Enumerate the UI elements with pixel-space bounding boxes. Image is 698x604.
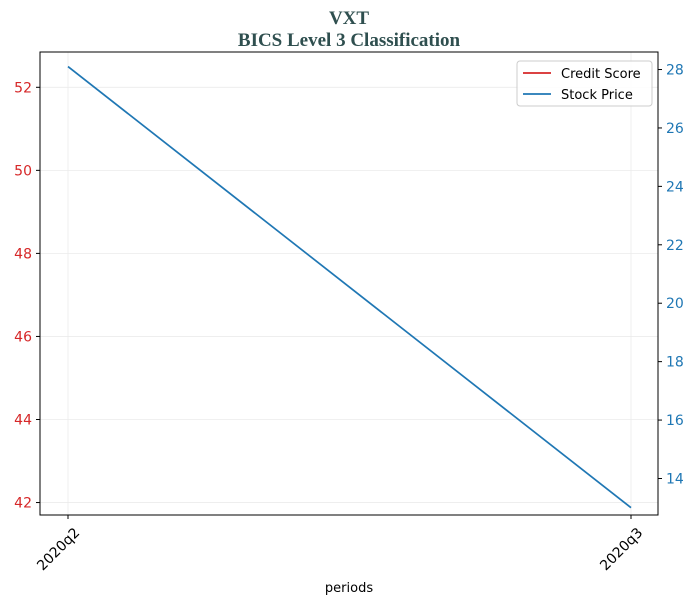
right-tick-label: 16 xyxy=(666,413,684,429)
grid xyxy=(40,52,658,515)
x-axis-label: periods xyxy=(325,581,373,596)
left-tick-label: 42 xyxy=(14,496,32,512)
plot-frame xyxy=(39,51,659,516)
right-axis: 14 16 18 20 22 24 26 28 xyxy=(658,63,684,487)
x-tick-label: 2020q2 xyxy=(34,525,83,574)
legend-label: Credit Score xyxy=(561,67,641,82)
series-layer xyxy=(67,65,632,509)
left-tick-label: 46 xyxy=(14,329,32,345)
left-tick-label: 50 xyxy=(14,163,32,179)
right-tick-label: 26 xyxy=(666,121,684,137)
right-tick-label: 28 xyxy=(666,63,684,79)
left-axis: 42 44 46 48 50 52 xyxy=(14,80,40,512)
legend: Credit Score Stock Price xyxy=(516,60,653,107)
chart-title: VXT xyxy=(329,8,369,29)
right-tick-label: 24 xyxy=(666,179,684,195)
chart-subtitle: BICS Level 3 Classification xyxy=(238,30,461,51)
left-tick-label: 52 xyxy=(14,80,32,96)
right-tick-label: 20 xyxy=(666,296,684,312)
series-line-1 xyxy=(67,65,632,509)
x-axis: 2020q2 2020q3 xyxy=(34,515,646,574)
right-tick-label: 22 xyxy=(666,238,684,254)
right-tick-label: 14 xyxy=(666,471,684,487)
legend-label: Stock Price xyxy=(561,88,633,103)
x-tick-label: 2020q3 xyxy=(597,525,646,574)
left-tick-label: 48 xyxy=(14,246,32,262)
left-tick-label: 44 xyxy=(14,412,32,428)
right-tick-label: 18 xyxy=(666,355,684,371)
